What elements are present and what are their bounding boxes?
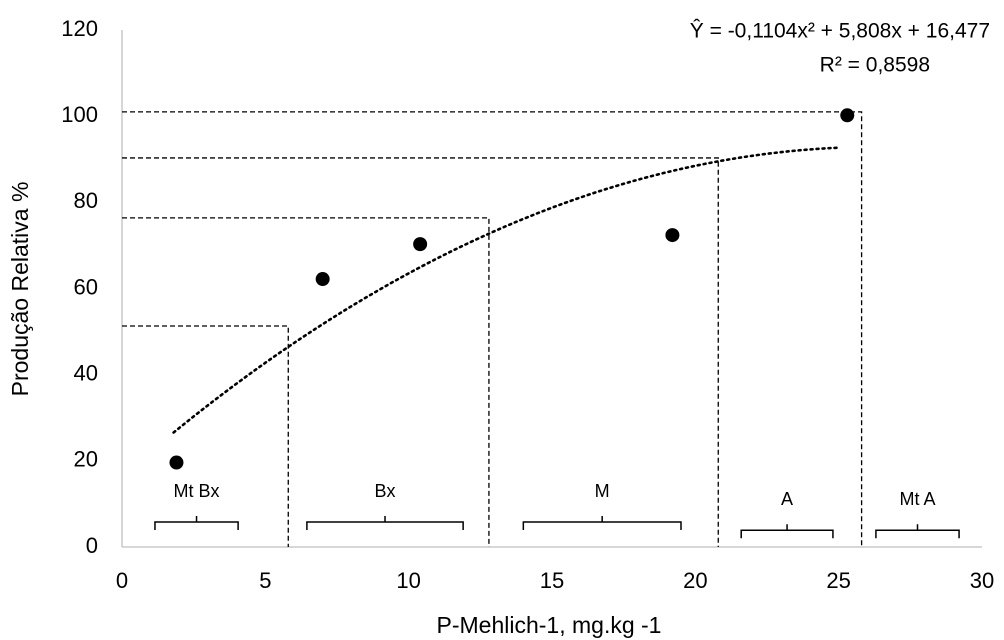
reference-line xyxy=(122,217,490,547)
reference-line xyxy=(122,157,719,547)
class-label: M xyxy=(595,481,610,501)
class-label: Mt Bx xyxy=(174,481,220,501)
x-tick-label: 15 xyxy=(540,568,564,593)
y-tick-label: 80 xyxy=(74,188,98,213)
x-axis-title: P-Mehlich-1, mg.kg -1 xyxy=(437,612,662,638)
x-tick-label: 25 xyxy=(826,568,850,593)
y-tick-label: 60 xyxy=(74,274,98,299)
class-label: Bx xyxy=(375,481,396,501)
data-point xyxy=(413,237,428,252)
reference-line xyxy=(122,325,289,547)
data-point xyxy=(169,455,184,470)
trendline xyxy=(172,146,840,434)
class-bracket xyxy=(522,516,682,531)
x-tick-label: 10 xyxy=(396,568,420,593)
x-tick-label: 5 xyxy=(259,568,271,593)
y-tick-label: 0 xyxy=(86,533,98,558)
class-bracket xyxy=(154,516,239,531)
x-tick-label: 30 xyxy=(970,568,994,593)
trend-r2: R² = 0,8598 xyxy=(820,54,930,77)
trend-equation: Ŷ = -0,1104x² + 5,808x + 16,477 xyxy=(690,20,990,43)
class-bracket xyxy=(875,524,960,539)
class-label: Mt A xyxy=(899,489,935,509)
data-point xyxy=(315,272,330,287)
y-tick-label: 100 xyxy=(61,102,98,127)
y-tick-label: 40 xyxy=(74,360,98,385)
y-tick-label: 120 xyxy=(61,16,98,41)
x-tick-label: 0 xyxy=(116,568,128,593)
class-label: A xyxy=(781,489,793,509)
class-bracket xyxy=(740,524,834,539)
y-axis-title: Produção Relativa % xyxy=(7,182,33,397)
y-tick-label: 20 xyxy=(74,447,98,472)
data-point xyxy=(665,228,680,243)
x-tick-label: 20 xyxy=(683,568,707,593)
data-point xyxy=(840,108,855,123)
class-bracket xyxy=(306,516,464,531)
reference-line xyxy=(122,111,863,547)
